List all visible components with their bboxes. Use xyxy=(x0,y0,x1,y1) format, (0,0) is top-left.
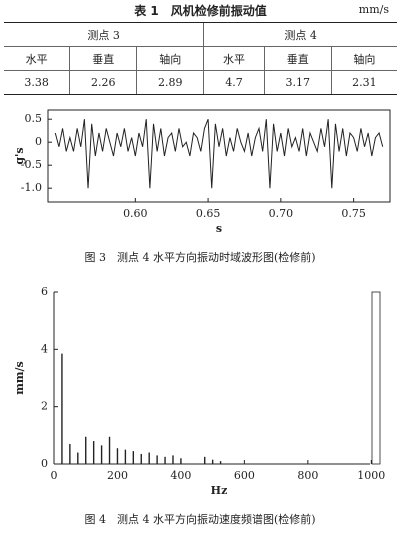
y-tick-label: 2 xyxy=(41,400,48,413)
waveform xyxy=(54,119,384,189)
y-axis-label: g's xyxy=(13,147,26,164)
cell: 4.7 xyxy=(203,70,265,95)
x-axis-label: Hz xyxy=(211,484,228,497)
column-header: 轴向 xyxy=(136,46,204,71)
cell: 3.17 xyxy=(263,70,332,95)
group-header: 测点 3 xyxy=(4,22,204,47)
side-box xyxy=(371,291,381,465)
x-tick-label: 400 xyxy=(170,469,191,482)
group-header: 测点 4 xyxy=(203,22,397,47)
cell: 3.38 xyxy=(4,70,70,95)
x-tick-label: 200 xyxy=(107,469,128,482)
column-header: 水平 xyxy=(203,46,265,71)
y-tick-label: 0.5 xyxy=(25,112,43,125)
table-title: 表 1 风机检修前振动值 xyxy=(134,4,267,18)
x-tick-label: 1000 xyxy=(357,469,385,482)
y-tick-label: 4 xyxy=(41,342,48,355)
x-tick-label: 600 xyxy=(234,469,255,482)
figure-caption: 图 3 测点 4 水平方向振动时域波形图(检修前) xyxy=(84,250,315,264)
x-tick-label: 0 xyxy=(51,469,58,482)
table-unit: mm/s xyxy=(358,3,389,16)
y-tick-label: -0.5 xyxy=(21,158,42,171)
y-axis-label: mm/s xyxy=(13,361,26,395)
x-tick-label: 0.75 xyxy=(341,207,366,220)
cell: 2.26 xyxy=(69,70,137,95)
column-header: 水平 xyxy=(4,46,70,71)
column-header: 垂直 xyxy=(69,46,137,71)
y-tick-label: 0 xyxy=(35,135,42,148)
x-tick-label: 0.70 xyxy=(269,207,294,220)
y-tick-label: 0 xyxy=(41,457,48,470)
column-header: 垂直 xyxy=(263,46,332,71)
cell: 2.31 xyxy=(330,70,397,95)
y-tick-label: -1.0 xyxy=(21,181,42,194)
x-axis-label: s xyxy=(216,222,222,235)
figure-caption: 图 4 测点 4 水平方向振动速度频谱图(检修前) xyxy=(84,512,315,526)
x-tick-label: 800 xyxy=(297,469,318,482)
cell: 2.89 xyxy=(136,70,204,95)
x-tick-label: 0.60 xyxy=(123,207,148,220)
y-tick-label: 6 xyxy=(41,285,48,298)
table: 测点 3 测点 4 水平 垂直 轴向 水平 垂直 轴向 3.38 2.26 2.89 4.7 3.… xyxy=(4,22,397,95)
x-tick-label: 0.65 xyxy=(196,207,221,220)
plot-frame xyxy=(47,109,391,203)
column-header: 轴向 xyxy=(330,46,397,71)
